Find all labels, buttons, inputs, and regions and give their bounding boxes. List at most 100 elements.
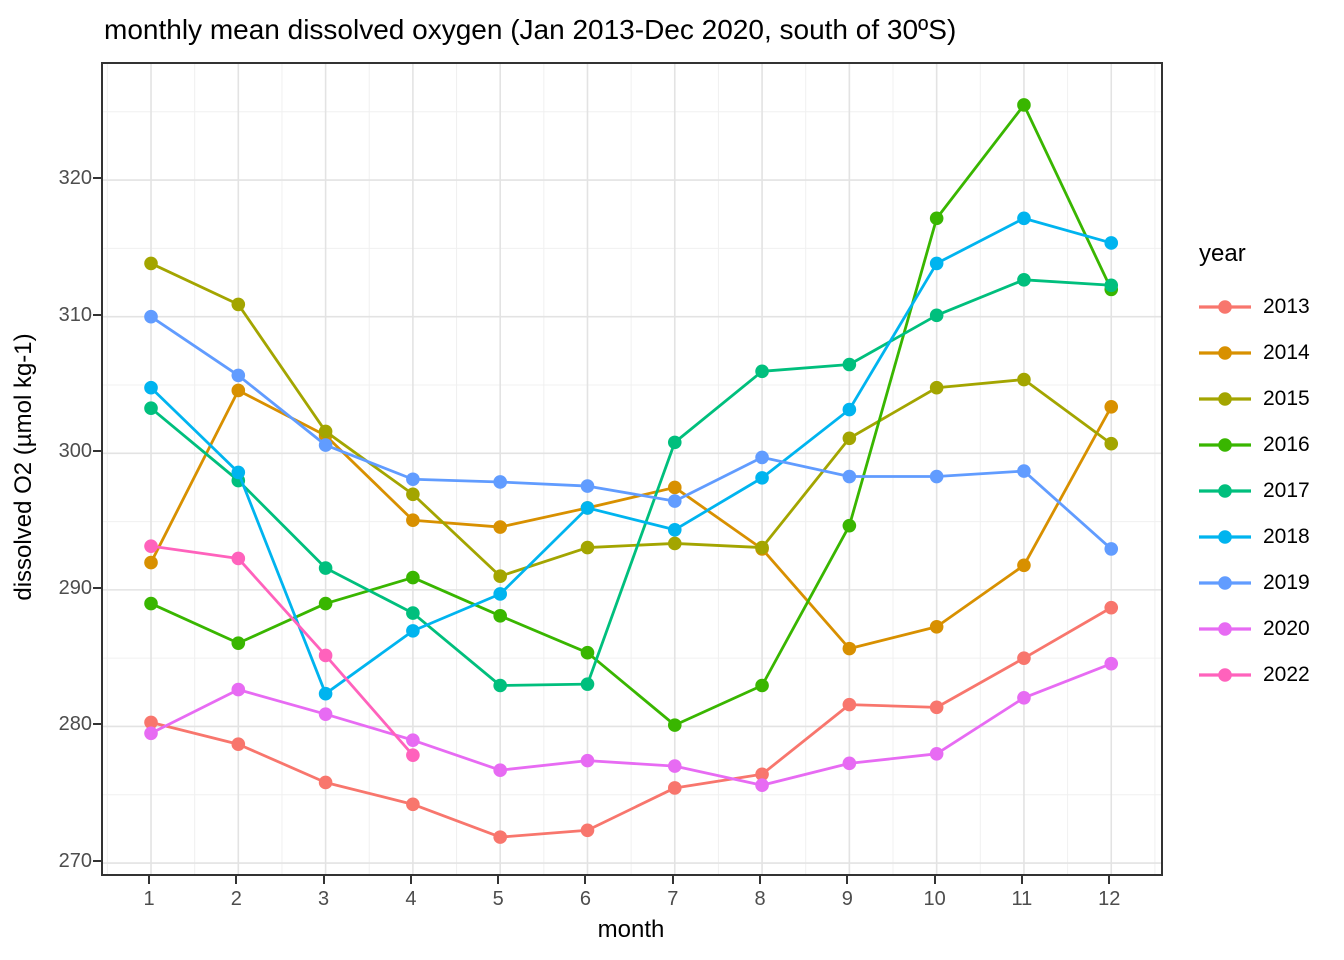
series-2019 [144, 309, 1119, 556]
point-2019-m2 [231, 368, 246, 383]
point-2015-m9 [842, 431, 857, 446]
legend-key-2015 [1199, 392, 1251, 406]
point-2016-m2 [231, 636, 246, 650]
point-2022-m3 [318, 648, 333, 663]
point-2015-m1 [144, 256, 158, 271]
legend-label-2018: 2018 [1263, 525, 1310, 548]
series-2017 [144, 273, 1119, 693]
legend-key-2020 [1199, 622, 1251, 636]
legend-key-2017 [1199, 484, 1251, 498]
x-tick-label-10: 10 [923, 888, 946, 910]
series-2015 [144, 256, 1119, 584]
legend-entry-2020: 2020 [1199, 606, 1344, 652]
point-2020-m10 [929, 746, 944, 761]
point-2014-m2 [231, 383, 246, 398]
point-2018-m8 [755, 471, 769, 485]
plot-panel [101, 62, 1163, 876]
point-2022-m1 [144, 539, 158, 553]
point-2019-m11 [1017, 464, 1031, 478]
x-tick-mark [1020, 876, 1023, 884]
x-tick-label-5: 5 [492, 888, 504, 910]
point-2019-m1 [144, 309, 158, 324]
point-2019-m8 [755, 450, 769, 465]
point-2016-m6 [580, 645, 595, 660]
point-2015-m10 [929, 380, 944, 395]
legend-key-2016 [1199, 438, 1251, 452]
point-2017-m6 [580, 677, 595, 691]
point-2015-m7 [667, 536, 682, 551]
point-2015-m2 [231, 297, 246, 312]
point-2013-m4 [406, 797, 420, 812]
point-2017-m12 [1104, 278, 1119, 293]
point-2020-m1 [144, 726, 158, 741]
y-tick-mark [93, 177, 101, 180]
grid-major [103, 64, 1161, 874]
point-2016-m5 [493, 609, 507, 623]
series-2013 [144, 600, 1119, 844]
x-tick-label-11: 11 [1011, 888, 1033, 910]
chart-title: monthly mean dissolved oxygen (Jan 2013-… [104, 14, 957, 45]
y-tick-label-320: 320 [58, 167, 92, 190]
series-2020 [144, 656, 1119, 793]
plot-area-svg [103, 64, 1161, 874]
x-tick-mark [933, 876, 936, 884]
point-2022-m4 [406, 748, 420, 762]
legend-entry-2022: 2022 [1199, 652, 1344, 698]
point-2015-m4 [406, 487, 420, 502]
legend-label-2017: 2017 [1263, 479, 1310, 502]
legend-entry-2015: 2015 [1199, 376, 1344, 422]
x-tick-label-2: 2 [230, 888, 242, 910]
point-2013-m7 [667, 781, 682, 795]
x-axis-title: month [597, 916, 665, 943]
legend-key-2022 [1199, 668, 1251, 682]
point-2016-m9 [842, 518, 857, 533]
point-2020-m7 [667, 759, 682, 773]
point-2014-m11 [1017, 558, 1031, 573]
x-tick-mark [148, 876, 150, 884]
legend-key-2013 [1199, 300, 1251, 314]
y-tick-mark [93, 313, 101, 316]
y-tick-mark [93, 723, 101, 726]
point-2020-m12 [1104, 656, 1119, 671]
point-2020-m4 [406, 733, 420, 747]
y-tick-label-270: 270 [58, 850, 92, 873]
point-2019-m9 [842, 469, 857, 484]
point-2017-m3 [318, 561, 333, 575]
x-tick-label-9: 9 [841, 888, 853, 910]
legend-label-2022: 2022 [1263, 663, 1310, 686]
point-2018-m12 [1104, 236, 1119, 250]
point-2018-m3 [318, 686, 333, 701]
y-tick-mark [93, 586, 101, 589]
x-tick-label-6: 6 [579, 888, 592, 910]
y-tick-label-300: 300 [58, 440, 92, 463]
point-2017-m4 [406, 606, 420, 620]
legend-entry-2018: 2018 [1199, 514, 1344, 560]
point-2014-m10 [929, 619, 944, 634]
point-2017-m7 [667, 435, 682, 450]
point-2013-m9 [842, 697, 857, 712]
legend-entry-2013: 2013 [1199, 284, 1344, 330]
point-2016-m10 [929, 211, 944, 226]
y-tick-label-310: 310 [58, 303, 92, 326]
legend-key-2014 [1199, 346, 1251, 360]
point-2014-m9 [842, 641, 857, 656]
point-2018-m5 [493, 587, 507, 601]
legend-key-2019 [1199, 576, 1251, 590]
x-tick-mark [409, 876, 412, 884]
point-2020-m3 [318, 707, 333, 721]
x-tick-label-7: 7 [667, 888, 679, 910]
point-2020-m6 [580, 753, 595, 768]
point-2018-m4 [406, 624, 420, 638]
point-2013-m8 [755, 767, 769, 782]
x-tick-mark [322, 876, 325, 884]
point-2018-m6 [580, 501, 595, 515]
point-2019-m12 [1104, 542, 1119, 556]
point-2013-m3 [318, 775, 333, 790]
point-2019-m7 [667, 494, 682, 508]
point-2022-m2 [231, 551, 246, 566]
legend: year 2013 2014 2015 2016 2017 2018 2019 2020 202… [1199, 240, 1344, 698]
point-2013-m6 [580, 823, 595, 838]
x-tick-mark [846, 876, 849, 884]
point-2018-m10 [929, 256, 944, 271]
